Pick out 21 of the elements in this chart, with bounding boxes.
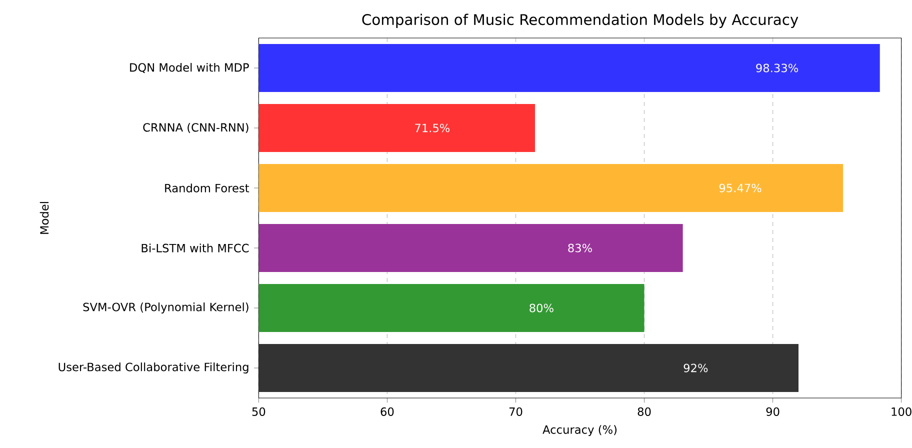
- x-tick-label: 50: [252, 407, 266, 416]
- y-tick-label: CRNNA (CNN-RNN): [143, 122, 248, 134]
- data-label: 98.33%: [756, 64, 798, 72]
- x-axis-title: Accuracy (%): [542, 425, 617, 436]
- y-tick-label: User-Based Collaborative Filtering: [58, 362, 248, 374]
- y-tick-label: DQN Model with MDP: [130, 62, 249, 74]
- data-label: 92%: [684, 364, 708, 372]
- data-label: 83%: [568, 244, 592, 252]
- chart-title: Comparison of Music Recommendation Models by Accuracy: [362, 14, 798, 28]
- data-label: 80%: [530, 304, 554, 312]
- x-tick-label: 60: [380, 407, 394, 416]
- y-tick-label: Random Forest: [165, 184, 250, 192]
- x-tick-label: 100: [892, 407, 912, 416]
- x-tick-label: 90: [766, 407, 780, 416]
- y-axis-title: Model: [40, 202, 49, 234]
- data-label: 95.47%: [719, 184, 762, 192]
- data-label: 71.5%: [415, 124, 450, 132]
- y-tick-label: SVM-OVR (Polynomial Kernel): [83, 302, 248, 314]
- y-tick-label: Bi-LSTM with MFCC: [142, 244, 249, 252]
- x-tick-label: 80: [638, 407, 651, 416]
- x-tick-label: 70: [509, 407, 522, 416]
